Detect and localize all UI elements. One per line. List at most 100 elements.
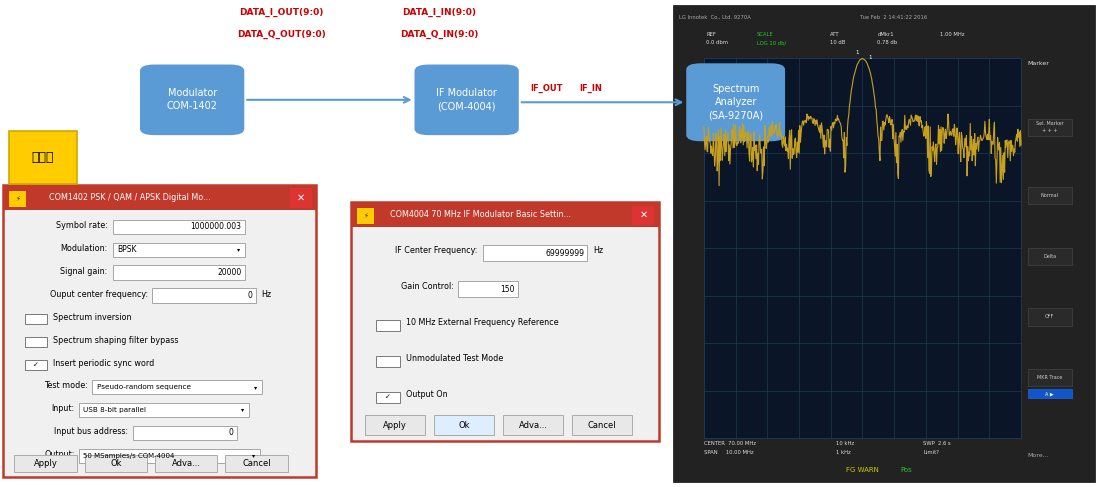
FancyBboxPatch shape	[141, 64, 244, 135]
Text: DATA_I_OUT(9:0): DATA_I_OUT(9:0)	[239, 8, 323, 17]
Text: Ok: Ok	[110, 459, 122, 468]
Text: ▾: ▾	[255, 385, 257, 390]
Bar	[25, 314, 47, 324]
Text: Test mode:: Test mode:	[44, 381, 88, 391]
Text: Signal gain:: Signal gain:	[60, 267, 108, 276]
Text: ⚡: ⚡	[15, 196, 20, 202]
Bar	[79, 449, 260, 463]
Text: Limit?: Limit?	[923, 450, 940, 455]
Text: FG WARN: FG WARN	[847, 467, 878, 473]
Bar	[155, 455, 217, 472]
Bar	[92, 380, 262, 394]
Text: Ouput center frequency:: Ouput center frequency:	[51, 290, 148, 299]
Bar	[673, 5, 1095, 482]
Bar	[79, 403, 249, 417]
Bar	[1028, 369, 1072, 386]
Text: USB 8-bit parallel: USB 8-bit parallel	[83, 407, 146, 413]
Text: Pseudo-random sequence: Pseudo-random sequence	[97, 384, 191, 390]
Text: SCALE: SCALE	[757, 33, 773, 37]
Bar	[632, 206, 654, 225]
Bar	[1028, 248, 1072, 265]
Text: Apply: Apply	[383, 421, 406, 430]
Text: SWP  2.6 s: SWP 2.6 s	[923, 441, 951, 446]
Text: Hz: Hz	[593, 246, 603, 255]
Bar	[9, 131, 77, 184]
Bar	[290, 188, 312, 208]
Text: Output On: Output On	[406, 390, 448, 399]
Bar	[434, 415, 494, 435]
Bar	[113, 243, 245, 257]
Bar	[225, 455, 288, 472]
Bar	[25, 337, 47, 347]
Text: CENTER  70.00 MHz: CENTER 70.00 MHz	[704, 441, 755, 446]
Bar	[3, 185, 316, 477]
Text: Cancel: Cancel	[242, 459, 271, 468]
Bar	[1028, 389, 1072, 398]
Bar	[351, 202, 659, 441]
Text: Unmodulated Test Mode: Unmodulated Test Mode	[406, 354, 504, 363]
Bar	[365, 415, 425, 435]
Text: 0.78 db: 0.78 db	[877, 40, 897, 45]
Bar	[376, 392, 400, 403]
Text: ✕: ✕	[296, 193, 305, 203]
Text: LG Innotek  Co., Ltd. 9270A: LG Innotek Co., Ltd. 9270A	[679, 15, 750, 19]
Bar	[152, 288, 256, 303]
Text: Spectrum inversion: Spectrum inversion	[53, 313, 131, 322]
Bar	[3, 185, 316, 210]
Bar	[704, 58, 1021, 438]
Text: COM1402 PSK / QAM / APSK Digital Mo...: COM1402 PSK / QAM / APSK Digital Mo...	[48, 193, 211, 202]
Text: IF_IN: IF_IN	[580, 83, 602, 93]
FancyBboxPatch shape	[415, 64, 519, 135]
Text: ⚡: ⚡	[363, 213, 368, 219]
Text: IF_OUT: IF_OUT	[529, 83, 562, 93]
Bar	[357, 208, 374, 224]
Text: IF Modulator
(COM-4004): IF Modulator (COM-4004)	[436, 88, 497, 112]
Bar	[14, 455, 77, 472]
Text: Normal: Normal	[1041, 193, 1058, 198]
Text: Output:: Output:	[44, 450, 75, 459]
Text: 1000000.003: 1000000.003	[191, 223, 242, 231]
Bar	[458, 281, 518, 297]
Text: Marker: Marker	[1028, 61, 1050, 66]
Text: LOG 10 db/: LOG 10 db/	[757, 40, 786, 45]
Text: 0.0 dbm: 0.0 dbm	[706, 40, 728, 45]
Text: Tue Feb  2 14:41:22 2016: Tue Feb 2 14:41:22 2016	[860, 15, 927, 19]
Text: Apply: Apply	[34, 459, 57, 468]
Text: Sel. Marker
+ + +: Sel. Marker + + +	[1035, 121, 1064, 132]
Text: ✓: ✓	[384, 394, 391, 400]
Text: 0: 0	[248, 291, 253, 300]
Text: Input bus address:: Input bus address:	[54, 427, 128, 436]
Bar	[1028, 308, 1072, 325]
Text: 10 MHz External Frequency Reference: 10 MHz External Frequency Reference	[406, 318, 559, 327]
Text: ✕: ✕	[639, 210, 648, 220]
Bar	[351, 202, 659, 227]
Text: Adva...: Adva...	[518, 421, 548, 430]
Text: Hz: Hz	[261, 290, 271, 299]
Text: 20000: 20000	[217, 268, 242, 277]
Text: REF: REF	[706, 33, 716, 37]
Bar	[376, 320, 400, 331]
Text: DATA_Q_IN(9:0): DATA_Q_IN(9:0)	[400, 30, 479, 39]
Text: Ok: Ok	[458, 421, 470, 430]
Text: SPAN     10.00 MHz: SPAN 10.00 MHz	[704, 450, 753, 455]
Text: BPSK: BPSK	[117, 245, 137, 254]
Text: ▾: ▾	[237, 247, 239, 252]
Text: COM4004 70 MHz IF Modulator Basic Settin...: COM4004 70 MHz IF Modulator Basic Settin…	[391, 210, 571, 219]
Text: Gain Control:: Gain Control:	[401, 282, 453, 291]
Bar	[1028, 118, 1072, 135]
FancyBboxPatch shape	[686, 63, 785, 141]
Text: IF Center Frequency:: IF Center Frequency:	[395, 246, 478, 255]
Bar	[483, 245, 587, 261]
Text: MKR Trace: MKR Trace	[1037, 375, 1063, 380]
Text: 0: 0	[229, 429, 234, 437]
Text: 1.00 MHz: 1.00 MHz	[940, 33, 964, 37]
Text: Spectrum shaping filter bypass: Spectrum shaping filter bypass	[53, 336, 178, 345]
Text: Adva...: Adva...	[171, 459, 201, 468]
Text: 150: 150	[501, 285, 515, 294]
Text: ATT: ATT	[830, 33, 840, 37]
Bar	[113, 220, 245, 234]
Text: Modulator
COM-1402: Modulator COM-1402	[167, 88, 217, 112]
Text: A ▶: A ▶	[1045, 391, 1054, 396]
Text: 설정값: 설정값	[32, 151, 54, 164]
Text: Cancel: Cancel	[587, 421, 617, 430]
